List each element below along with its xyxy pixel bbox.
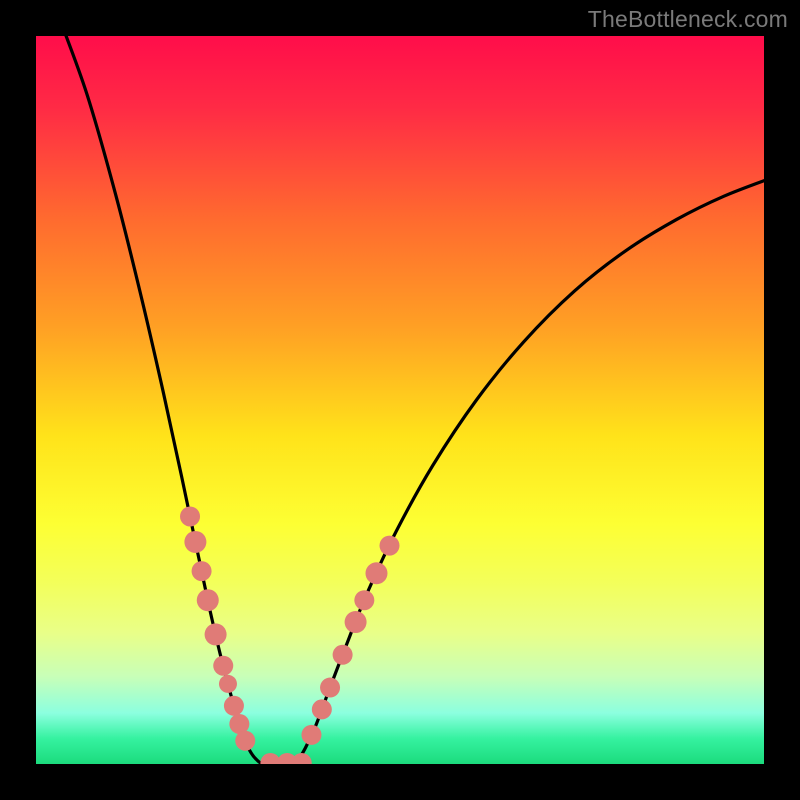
data-marker xyxy=(345,611,367,633)
plot-area xyxy=(36,36,764,764)
data-marker xyxy=(380,536,400,556)
watermark-text: TheBottleneck.com xyxy=(588,6,788,33)
data-marker xyxy=(235,731,255,751)
data-marker xyxy=(219,675,237,693)
data-marker xyxy=(224,696,244,716)
bottleneck-curve xyxy=(58,36,764,764)
data-marker xyxy=(292,753,312,764)
data-marker xyxy=(180,506,200,526)
data-marker xyxy=(365,562,387,584)
data-marker xyxy=(205,623,227,645)
data-marker xyxy=(354,590,374,610)
data-marker xyxy=(312,699,332,719)
data-marker xyxy=(213,656,233,676)
chart-frame: TheBottleneck.com xyxy=(0,0,800,800)
data-marker xyxy=(184,531,206,553)
data-marker xyxy=(197,589,219,611)
data-marker xyxy=(301,725,321,745)
curve-layer xyxy=(36,36,764,764)
data-marker xyxy=(333,645,353,665)
data-marker xyxy=(192,561,212,581)
data-marker xyxy=(320,678,340,698)
